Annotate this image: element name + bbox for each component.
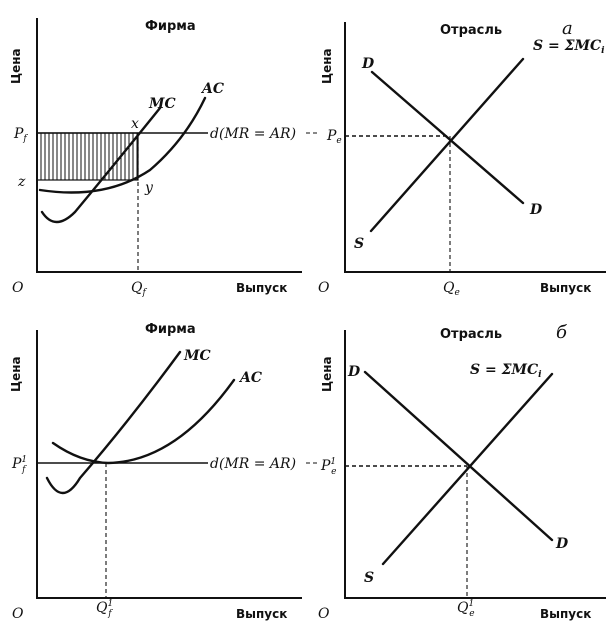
panel-a-firm-y-axis-label: Цена [9,48,23,84]
panel-b-demand-curve [363,370,554,542]
panel-a-ac-curve [38,96,207,194]
panel-b-firm-title: Фирма [145,322,196,337]
panel-b-qe-label: Q1 e [457,599,475,619]
panel-a-point-y: y [144,180,154,196]
panel-a-qe-label: Qe [443,280,460,298]
panel-a-qf-label: Qf [131,280,147,298]
panel-a-industry-axes [344,22,606,273]
panel-a-firm-axes [36,18,302,273]
panel-a-mc-label: MC [148,96,176,112]
panel-b-mc-label: MC [183,348,211,364]
panel-b-letter: б [556,322,568,343]
panel-b-industry-title: Отрасль [440,327,502,342]
panel-a-demand-curve [370,70,525,205]
panel-a-industry-title: Отрасль [440,23,502,38]
panel-a-demand-label-bottom: D [529,202,543,218]
panel-b-industry-origin: O [318,606,330,622]
panel-a-z-label: z [17,174,26,190]
panel-b-supply-curve [381,372,554,566]
panel-b-industry: Отрасль б Цена O Выпуск D D S S = ΣMCi P… [318,322,606,622]
panel-b-firm-demand-label: d(MR = AR) [210,456,296,472]
panel-a-industry: Отрасль а Цена O Выпуск D D S S = ΣMCi P… [318,18,606,298]
panel-a-demand-label-top: D [361,56,375,72]
panel-b-supply-label-bottom: S [364,570,374,586]
panel-a-industry-origin: O [318,280,330,296]
panel-a-supply-curve [369,57,525,233]
panel-a-profit-area [36,132,139,181]
panel-b-industry-axes [344,330,606,599]
panel-b-demand-label-top: D [347,364,361,380]
panel-b-pf-label: P1 f [11,455,27,475]
panel-b-industry-x-axis-label: Выпуск [540,607,591,621]
panel-a-firm-x-axis-label: Выпуск [236,281,287,295]
panel-b-firm-origin: O [12,606,24,622]
panel-b-supply-label: S = ΣMCi [470,362,542,380]
panel-b-firm: Фирма Цена O Выпуск d(MR = AR) MC AC P1 f… [9,322,320,622]
panel-a-supply-label: S = ΣMCi [533,38,605,56]
panel-b-qf-label: Q1 f [96,599,113,619]
panel-a-pe-label: Pe [326,128,342,146]
panel-a-firm-demand-label: d(MR = AR) [210,126,296,142]
panel-b-industry-y-axis-label: Цена [320,356,334,392]
panel-a-industry-x-axis-label: Выпуск [540,281,591,295]
panel-b-firm-x-axis-label: Выпуск [236,607,287,621]
panel-a-supply-label-bottom: S [354,236,364,252]
panel-a-point-x: x [131,116,139,132]
panel-a-pf-label: Pf [13,126,28,144]
panel-a-firm-origin: O [12,280,24,296]
panel-a-mc-curve [40,106,162,224]
panel-a-firm-title: Фирма [145,19,196,34]
panel-b-mc-curve [45,350,182,495]
panel-a-ac-label: AC [200,81,224,97]
panel-b-firm-axes [36,330,302,599]
panel-a-industry-y-axis-label: Цена [320,48,334,84]
panel-b-firm-y-axis-label: Цена [9,356,23,392]
panel-b-ac-curve [51,378,236,465]
panel-b-pe-label: P1 e [320,457,336,477]
panel-a-letter: а [562,18,573,39]
panel-b-demand-label-bottom: D [555,536,569,552]
panel-a-firm: Фирма Цена O Выпуск d(MR = AR) MC AC x y… [9,18,320,298]
panel-b-ac-label: AC [238,370,262,386]
